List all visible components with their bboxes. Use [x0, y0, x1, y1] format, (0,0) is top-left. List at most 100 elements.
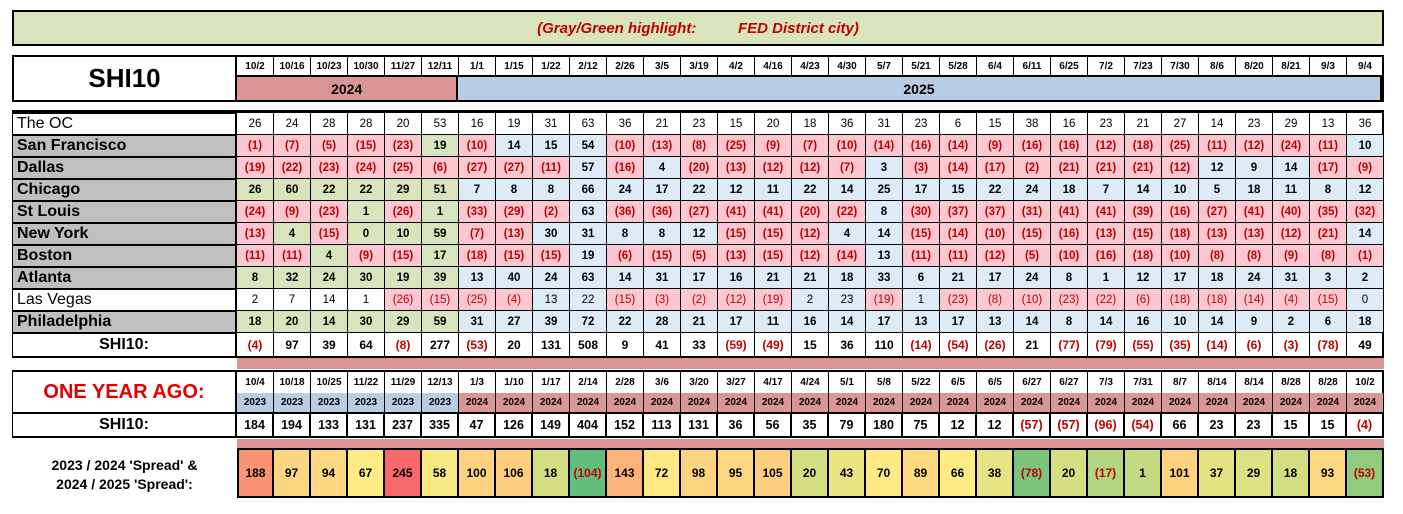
column-date[interactable]: 6/4 [977, 57, 1014, 77]
spread-cell: 100 [459, 448, 496, 498]
value-cell: 59 [422, 311, 459, 333]
date-header: 10/2 10/16 10/23 10/30 11/27 12/11 1/1 1/15 1/22… [237, 55, 1384, 102]
total-cell: 49 [1347, 333, 1384, 357]
value-cell: (13) [718, 245, 755, 267]
year-ago-total-cell: 184 [237, 414, 274, 436]
year-ago-year: 2024 [755, 393, 792, 412]
spread-cell: 95 [718, 448, 755, 498]
column-date[interactable]: 2/12 [570, 57, 607, 77]
year-ago-total-cell: 194 [274, 414, 311, 436]
value-cell: 8 [607, 223, 644, 245]
spread-cell: (78) [1014, 448, 1051, 498]
value-cell: 14 [1347, 223, 1384, 245]
value-cell: (14) [940, 223, 977, 245]
value-cell: (9) [977, 135, 1014, 157]
column-date[interactable]: 7/23 [1125, 57, 1162, 77]
total-cell: 110 [866, 333, 903, 357]
spread-table: 2023 / 2024 'Spread' & 2024 / 2025 'Sprea… [12, 448, 1384, 501]
year-ago-year: 2023 [348, 393, 385, 412]
column-date[interactable]: 3/5 [644, 57, 681, 77]
column-date[interactable]: 10/30 [348, 57, 385, 77]
column-date[interactable]: 11/27 [385, 57, 422, 77]
column-date[interactable]: 10/23 [311, 57, 348, 77]
value-cell: (10) [977, 223, 1014, 245]
value-cell: 59 [422, 223, 459, 245]
column-date[interactable]: 4/2 [718, 57, 755, 77]
value-cell: (24) [237, 201, 274, 223]
spread-cell: 43 [829, 448, 866, 498]
value-cell: (1) [237, 135, 274, 157]
year-ago-year: 2024 [1162, 393, 1199, 412]
year-ago-header: ONE YEAR AGO: 10/4 10/18 10/25 11/22 11/29 12/… [12, 370, 1384, 412]
value-cell: 22 [570, 289, 607, 311]
value-cell: (16) [607, 157, 644, 179]
value-cell: 31 [570, 223, 607, 245]
column-date[interactable]: 1/15 [496, 57, 533, 77]
column-date[interactable]: 6/11 [1014, 57, 1051, 77]
column-date[interactable]: 4/30 [829, 57, 866, 77]
column-date[interactable]: 1/22 [533, 57, 570, 77]
value-cell: 3 [1310, 267, 1347, 289]
year-ago-date: 2/28 [607, 372, 644, 393]
value-cell: 14 [829, 179, 866, 201]
year-ago-total-cell: 237 [385, 414, 422, 436]
total-cell: (14) [1199, 333, 1236, 357]
value-cell: (18) [1162, 223, 1199, 245]
year-ago-year: 2024 [459, 393, 496, 412]
column-date[interactable]: 8/21 [1273, 57, 1310, 77]
value-cell: (13) [237, 223, 274, 245]
value-cell: (14) [829, 245, 866, 267]
value-cell: (16) [1162, 201, 1199, 223]
column-date[interactable]: 10/16 [274, 57, 311, 77]
column-date[interactable]: 3/19 [681, 57, 718, 77]
column-date[interactable]: 7/2 [1088, 57, 1125, 77]
year-ago-year: 2024 [940, 393, 977, 412]
value-cell: 20 [385, 113, 422, 135]
value-cell: (1) [1347, 245, 1384, 267]
total-cell: 41 [644, 333, 681, 357]
column-date[interactable]: 9/4 [1347, 57, 1384, 77]
value-cell: (15) [348, 135, 385, 157]
spread-cell: 58 [422, 448, 459, 498]
value-cell: 25 [866, 179, 903, 201]
value-cell: (4) [1273, 289, 1310, 311]
value-cell: (21) [1310, 223, 1347, 245]
column-date[interactable]: 9/3 [1310, 57, 1347, 77]
city-row: Boston (11) (11) 4 (9) (15) 17 (18) (15) (15) 19 (6… [12, 245, 1384, 267]
value-cell: 21 [755, 267, 792, 289]
column-date[interactable]: 4/23 [792, 57, 829, 77]
year-ago-year: 2024 [903, 393, 940, 412]
value-cell: (26) [385, 201, 422, 223]
column-date[interactable]: 5/28 [940, 57, 977, 77]
value-cell: (12) [1273, 223, 1310, 245]
value-cell: (7) [274, 135, 311, 157]
column-date[interactable]: 7/30 [1162, 57, 1199, 77]
total-cell: 21 [1014, 333, 1051, 357]
year-ago-year: 2024 [977, 393, 1014, 412]
column-date[interactable]: 12/11 [422, 57, 459, 77]
column-date[interactable]: 10/2 [237, 57, 274, 77]
value-cell: (7) [792, 135, 829, 157]
column-date[interactable]: 5/7 [866, 57, 903, 77]
value-cell: (16) [903, 135, 940, 157]
value-cell: (23) [1051, 289, 1088, 311]
column-date[interactable]: 1/1 [459, 57, 496, 77]
column-date[interactable]: 5/21 [903, 57, 940, 77]
column-date[interactable]: 8/20 [1236, 57, 1273, 77]
spread-cell: 188 [237, 448, 274, 498]
column-date[interactable]: 4/16 [755, 57, 792, 77]
column-date[interactable]: 6/25 [1051, 57, 1088, 77]
column-date[interactable]: 2/26 [607, 57, 644, 77]
value-cell: 2 [1273, 311, 1310, 333]
total-cell: 9 [607, 333, 644, 357]
value-cell: (12) [718, 289, 755, 311]
value-cell: 22 [977, 179, 1014, 201]
value-cell: 36 [1347, 113, 1384, 135]
year-ago-total-cell: (96) [1088, 414, 1125, 436]
value-cell: (5) [311, 135, 348, 157]
value-cell: (36) [607, 201, 644, 223]
column-date[interactable]: 8/6 [1199, 57, 1236, 77]
value-cell: 10 [1347, 135, 1384, 157]
value-cell: (21) [1088, 157, 1125, 179]
value-cell: 4 [644, 157, 681, 179]
